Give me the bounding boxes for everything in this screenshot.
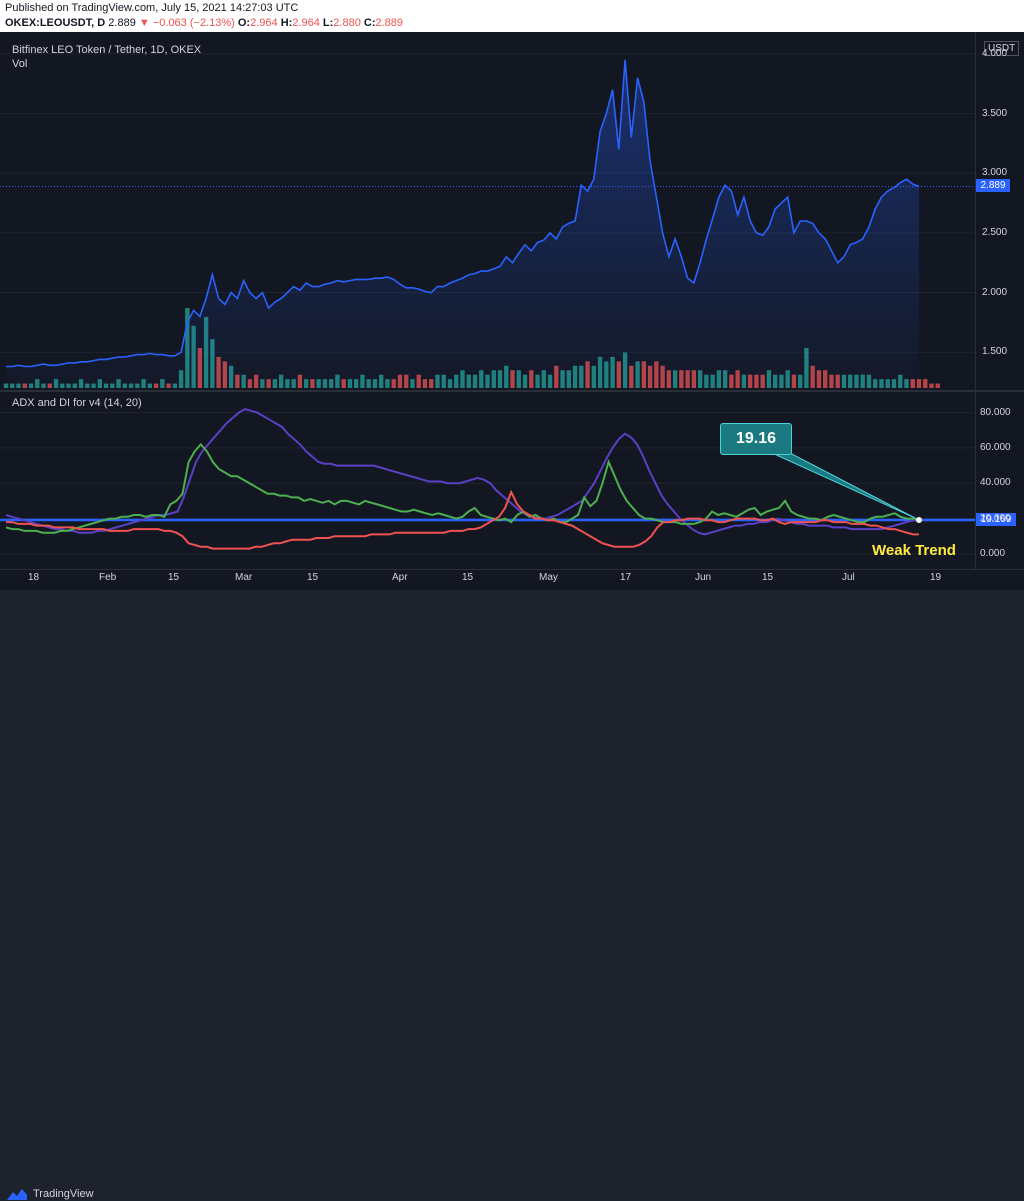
open-value: 2.964 [250,17,278,29]
weak-trend-label: Weak Trend [872,542,956,559]
chart-canvas [0,53,975,555]
time-tick-label: 15 [168,572,180,583]
adx-value-tag: 19.169 [976,513,1016,527]
high-label: H: [280,17,293,29]
time-axis[interactable] [0,569,1024,591]
high-value: 2.964 [292,17,320,29]
di-minus-line [6,489,919,550]
time-tick-label: 15 [307,572,319,583]
volume-bar [929,383,934,388]
time-tick-label: Apr [392,572,408,583]
indicator-title: ADX and DI for v4 (14, 20) [12,397,142,409]
last-price: 2.889 [108,17,136,29]
time-tick-label: 17 [620,572,632,583]
time-tick-label: May [539,572,558,583]
down-triangle-icon: ▼ [138,17,150,29]
adx-current-dot [916,517,922,524]
tradingview-logo-icon [7,1189,27,1200]
indicator-tick-label: 0.000 [980,547,1006,559]
price-axis[interactable] [975,32,1024,390]
change-value: −0.063 (−2.13%) [152,17,235,29]
volume-bar [935,383,940,388]
close-value: 2.889 [375,17,404,29]
time-tick-label: Feb [99,572,117,583]
indicator-tick-label: 80.000 [980,406,1011,418]
chart-title: Bitfinex LEO Token / Tether, 1D, OKEX [12,44,202,56]
time-tick-label: Mar [235,572,253,583]
last-price-tag: 2.889 [976,179,1010,193]
brand-text: TradingView [33,1188,94,1200]
open-label: O: [237,17,251,29]
footer: TradingView [0,590,1024,1200]
time-tick-label: Jul [842,572,855,583]
adx-callout: 19.16 [720,423,792,455]
header-bar: Published on TradingView.com, July 15, 2… [0,0,1024,32]
indicator-tick-label: 60.000 [980,441,1011,453]
low-label: L: [322,17,334,29]
price-tick-label: 3.000 [982,167,1008,179]
callout-pointer [771,452,916,519]
time-tick-label: 15 [762,572,774,583]
pane-separator[interactable] [0,390,1024,392]
tradingview-brand[interactable]: TradingView [6,1187,94,1201]
indicator-axis[interactable] [975,392,1024,569]
price-area [6,59,919,389]
time-tick-label: 15 [462,572,474,583]
close-label: C: [363,17,376,29]
price-tick-label: 3.500 [982,107,1008,119]
indicator-tick-label: 40.000 [980,477,1011,489]
price-tick-label: 2.500 [982,226,1008,238]
volume-bar [923,379,928,388]
time-tick-label: 18 [28,572,40,583]
volume-label: Vol [12,58,28,70]
indicator-tick-label: 20.000 [980,512,1011,524]
ohlc-row: OKEX:LEOUSDT, D 2.889 ▼ −0.063 (−2.13%) … [5,17,403,29]
symbol-label[interactable]: OKEX:LEOUSDT, D [5,17,106,29]
price-tick-label: 1.500 [982,346,1008,358]
price-tick-label: 4.000 [982,47,1008,59]
low-value: 2.880 [333,17,361,29]
price-line [6,59,920,368]
indicator-pane[interactable] [0,392,975,569]
time-tick-label: Jun [695,572,712,583]
published-text: Published on TradingView.com, July 15, 2… [5,2,299,14]
price-tick-label: 2.000 [982,286,1008,298]
currency-label[interactable]: USDT [984,41,1020,56]
time-tick-label: 19 [930,572,942,583]
di-plus-line [5,442,920,534]
